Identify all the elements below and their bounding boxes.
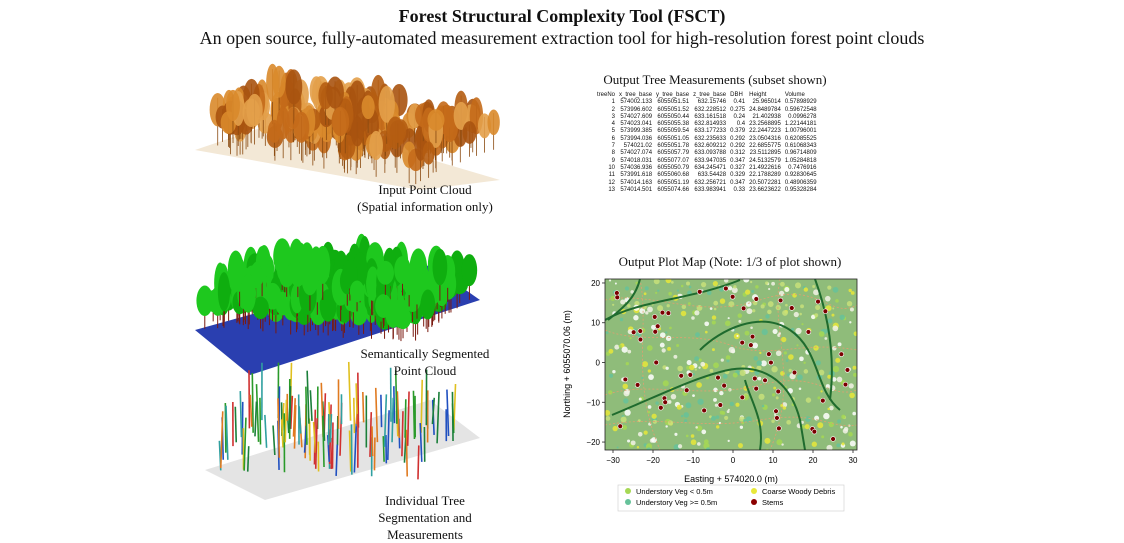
stem-marker <box>663 400 668 405</box>
x-axis-label: Easting + 574020.0 (m) <box>684 474 778 484</box>
x-tick-label: −20 <box>646 456 660 465</box>
x-tick-label: −10 <box>686 456 700 465</box>
stem-marker <box>769 360 774 365</box>
stem-marker <box>754 297 759 302</box>
stem-marker <box>679 373 684 378</box>
stem-marker <box>658 405 663 410</box>
stem-marker <box>684 388 689 393</box>
stem-marker <box>839 352 844 357</box>
stem-marker <box>775 416 780 421</box>
stem-marker <box>750 334 755 339</box>
stem-marker <box>716 375 721 380</box>
stem-marker <box>638 337 643 342</box>
stem-marker <box>635 383 640 388</box>
stem-marker <box>653 329 658 334</box>
stem-marker <box>654 360 659 365</box>
legend-label: Understory Veg < 0.5m <box>636 487 713 496</box>
legend-label: Coarse Woody Debris <box>762 487 835 496</box>
legend-label: Stems <box>762 498 784 507</box>
x-tick-label: 10 <box>769 456 778 465</box>
x-tick-label: 30 <box>849 456 858 465</box>
stem-marker <box>774 409 779 414</box>
y-axis-label: Northing + 6055070.06 (m) <box>562 310 572 418</box>
stem-marker <box>740 340 745 345</box>
stem-marker <box>778 298 783 303</box>
stem-marker <box>789 306 794 311</box>
stem-marker <box>831 437 836 442</box>
legend-swatch <box>625 499 631 505</box>
stem-marker <box>652 314 657 319</box>
stem-marker <box>722 383 727 388</box>
legend-label: Understory Veg >= 0.5m <box>636 498 717 507</box>
plot-legend: Understory Veg < 0.5m Coarse Woody Debris… <box>618 485 844 511</box>
stem-marker <box>631 330 636 335</box>
stem-marker <box>845 368 850 373</box>
legend-swatch <box>751 499 757 505</box>
stem-marker <box>820 398 825 403</box>
stem-marker <box>812 429 817 434</box>
stem-marker <box>618 424 623 429</box>
x-tick-label: 0 <box>731 456 736 465</box>
stem-marker <box>740 395 745 400</box>
stem-marker <box>748 343 753 348</box>
stem-marker <box>666 311 671 316</box>
y-tick-label: 0 <box>596 359 601 368</box>
stem-marker <box>660 310 665 315</box>
stem-marker <box>718 403 723 408</box>
stem-marker <box>623 377 628 382</box>
stem-marker <box>730 294 735 299</box>
stem-marker <box>777 426 782 431</box>
stem-marker <box>823 309 828 314</box>
y-tick-label: 10 <box>591 319 600 328</box>
stem-marker <box>806 330 811 335</box>
stem-marker <box>638 329 643 334</box>
stem-marker <box>697 289 702 294</box>
stem-marker <box>816 299 821 304</box>
x-tick-label: −30 <box>606 456 620 465</box>
y-tick-label: 20 <box>591 279 600 288</box>
stem-marker <box>741 306 746 311</box>
stem-marker <box>614 291 619 296</box>
stem-marker <box>763 378 768 383</box>
stem-marker <box>752 376 757 381</box>
stem-marker <box>766 352 771 357</box>
stem-marker <box>655 324 660 329</box>
x-tick-label: 20 <box>809 456 818 465</box>
y-tick-label: −20 <box>586 438 600 447</box>
stem-marker <box>688 373 693 378</box>
stem-marker <box>702 408 707 413</box>
stem-marker <box>754 386 759 391</box>
legend-swatch <box>751 488 757 494</box>
legend-swatch <box>625 488 631 494</box>
stem-marker <box>792 370 797 375</box>
y-tick-label: −10 <box>586 398 600 407</box>
stem-marker <box>776 389 781 394</box>
stem-marker <box>615 295 620 300</box>
stem-marker <box>723 286 728 291</box>
stem-marker <box>843 382 848 387</box>
